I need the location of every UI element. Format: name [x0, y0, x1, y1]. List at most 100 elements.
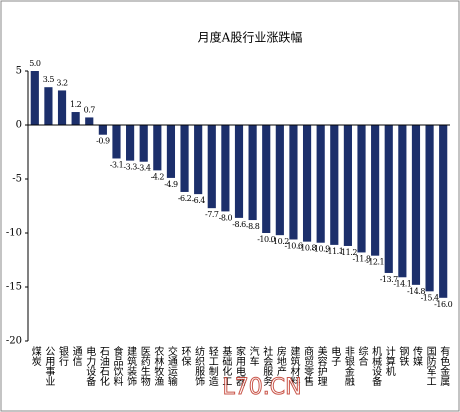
- x-tick-label: 煤炭: [29, 345, 41, 367]
- x-tick-label: 美容护理: [315, 345, 327, 386]
- value-label: -15.4: [421, 293, 439, 302]
- x-tick-label: 有色金属: [438, 345, 450, 387]
- x-tick-label: 非银金融: [342, 346, 354, 387]
- value-label: -10.9: [312, 245, 330, 254]
- bar: [384, 125, 393, 273]
- x-tick-label: 轻工制造: [206, 345, 218, 386]
- x-tick-label: 食品饮料: [111, 345, 123, 387]
- bar: [262, 125, 271, 233]
- x-tick-label: 环保: [179, 346, 191, 367]
- x-tick-label: 钢铁: [397, 345, 409, 367]
- bar: [221, 125, 230, 212]
- bar: [166, 125, 176, 178]
- y-tick-label: -15: [6, 282, 22, 293]
- bar: [57, 90, 67, 125]
- value-label: 3.2: [56, 78, 68, 87]
- value-label: -16.0: [434, 300, 452, 309]
- x-tick-label: 国防军工: [424, 346, 436, 386]
- value-label: -3.1: [110, 160, 123, 169]
- x-tick-label: 机械设备: [370, 345, 382, 387]
- x-tick-label: 银行: [57, 345, 69, 367]
- bar: [371, 125, 380, 256]
- x-tick-label: 建筑材料: [288, 345, 300, 387]
- value-label: -14.1: [393, 279, 411, 288]
- bar: [207, 125, 216, 209]
- bar: [153, 125, 162, 171]
- y-tick-label: 5: [16, 66, 22, 77]
- value-label: 5.0: [29, 59, 41, 68]
- bar: [180, 125, 189, 192]
- x-tick-label: 电子: [329, 345, 341, 366]
- value-label: -3.3: [123, 163, 137, 172]
- bar: [112, 125, 121, 159]
- bar: [234, 125, 244, 218]
- x-tick-label: 家用电器: [234, 345, 246, 387]
- watermark: L70.CN: [222, 375, 301, 400]
- value-label: -3.4: [137, 164, 151, 173]
- value-label: -10.0: [257, 235, 275, 244]
- y-tick-label: -10: [6, 228, 22, 239]
- value-label: -4.2: [151, 172, 165, 181]
- bar: [302, 125, 312, 242]
- bar: [411, 125, 421, 285]
- value-label: -8.6: [232, 220, 246, 229]
- value-label: -11.2: [339, 248, 357, 257]
- bar: [316, 125, 325, 243]
- x-tick-label: 建筑装饰: [125, 345, 137, 387]
- x-tick-label: 医药生物: [138, 346, 150, 387]
- bar: [330, 125, 339, 245]
- x-tick-label: 农林牧渔: [152, 345, 164, 387]
- y-tick-label: -20: [6, 336, 22, 347]
- bar: [194, 125, 203, 195]
- x-tick-label: 社会服务: [261, 345, 273, 387]
- value-label: 1.2: [70, 100, 82, 109]
- bar: [71, 112, 80, 125]
- x-tick-label: 纺织服饰: [193, 345, 205, 387]
- value-label: -11.1: [325, 247, 343, 256]
- bar: [425, 125, 434, 292]
- x-tick-label: 电力设备: [84, 345, 96, 387]
- bar: [139, 125, 148, 162]
- bar: [289, 125, 298, 240]
- value-label: -6.2: [178, 194, 192, 203]
- value-label: 3.5: [43, 75, 55, 84]
- value-label: -6.4: [191, 196, 205, 205]
- x-tick-label: 通信: [70, 346, 82, 367]
- value-label: -14.8: [407, 287, 425, 296]
- x-tick-label: 商贸零售: [302, 345, 314, 387]
- chart-title: 月度A股行业涨跌幅: [198, 30, 303, 45]
- x-tick-label: 基础化工: [220, 345, 232, 386]
- bar: [85, 117, 94, 125]
- y-tick-label: 0: [16, 120, 22, 131]
- x-tick-label: 房地产: [274, 345, 286, 377]
- x-tick-label: 交通运输: [165, 345, 177, 387]
- bar: [30, 71, 39, 125]
- value-label: -10.6: [284, 241, 302, 250]
- value-label: -4.9: [164, 180, 178, 189]
- bar: [398, 125, 407, 278]
- value-label: -13.7: [380, 275, 398, 284]
- value-label: -11.8: [353, 254, 371, 263]
- bar: [126, 125, 135, 161]
- value-label: -8.8: [246, 222, 260, 231]
- value-label: -10.2: [271, 237, 289, 246]
- x-tick-label: 石油石化: [97, 346, 109, 386]
- x-tick-label: 计算机: [383, 345, 395, 377]
- value-label: -8.0: [219, 213, 233, 222]
- bar: [248, 125, 257, 221]
- x-tick-label: 公用事业: [43, 346, 55, 386]
- bar: [98, 125, 107, 135]
- bar: [357, 125, 366, 253]
- value-label: -12.1: [366, 258, 384, 267]
- x-tick-label: 传媒: [410, 346, 422, 367]
- value-label: -0.9: [96, 137, 110, 146]
- value-label: 0.7: [84, 105, 96, 114]
- value-label: -10.8: [298, 244, 316, 253]
- bar: [343, 125, 352, 246]
- y-tick-label: -5: [12, 174, 22, 185]
- bar: [44, 87, 53, 125]
- bar: [275, 125, 284, 236]
- bar: [439, 125, 448, 298]
